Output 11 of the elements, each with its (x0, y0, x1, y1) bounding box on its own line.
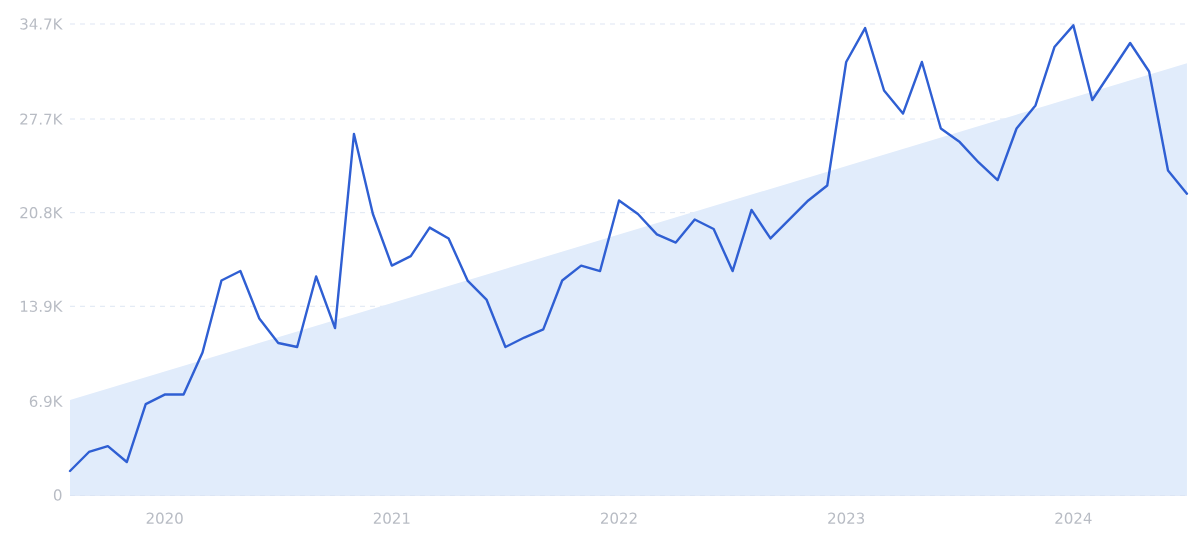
x-tick-label: 2024 (1055, 512, 1092, 524)
x-tick-label: 2021 (373, 512, 410, 524)
y-tick-label: 6.9K (29, 395, 63, 408)
y-tick-label: 20.8K (20, 206, 63, 219)
y-tick-label: 34.7K (20, 18, 63, 30)
x-tick-label: 2023 (828, 512, 865, 524)
x-tick-label: 2020 (146, 512, 183, 524)
x-tick-label: 2022 (601, 512, 637, 524)
y-tick-label: 27.7K (20, 113, 63, 125)
y-tick-label: 0 (53, 489, 62, 501)
y-tick-label: 13.9K (20, 300, 63, 312)
